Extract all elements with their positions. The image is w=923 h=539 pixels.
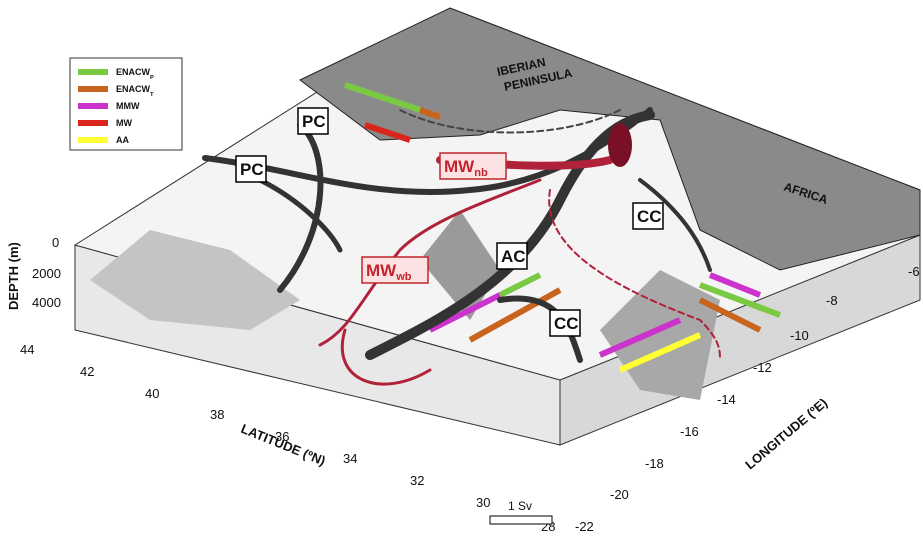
figure: ENACWPENACWTMMWMWAA IBERIANPENINSULAAFRI… [0, 0, 923, 539]
current-label: PC [302, 112, 326, 131]
tick-label: 34 [343, 451, 357, 466]
axis-label: LONGITUDE (ºE) [742, 395, 830, 472]
tick-label: -12 [753, 360, 772, 375]
legend-label-main: ENACW [116, 84, 151, 94]
legend-label-main: MMW [116, 101, 140, 111]
legend-swatch [78, 86, 108, 92]
current-label-main: PC [302, 112, 326, 131]
tick-label: 2000 [32, 266, 61, 281]
legend-label-sub: T [150, 92, 154, 98]
mw-source [608, 123, 632, 167]
tick-label: -14 [717, 392, 736, 407]
tick-label: 30 [476, 495, 490, 510]
tick-label: -22 [575, 519, 594, 534]
legend-label: MW [116, 118, 132, 128]
tick-label: -10 [790, 328, 809, 343]
axis-label: DEPTH (m) [6, 242, 21, 310]
tick-label: 0 [52, 235, 59, 250]
legend-swatch [78, 69, 108, 75]
legend-label-main: MW [116, 118, 132, 128]
current-label-sub: nb [474, 167, 488, 179]
current-label: CC [637, 207, 662, 226]
current-label: AC [501, 247, 526, 266]
axis-label: LATITUDE (ºN) [239, 421, 328, 469]
current-label-main: MW [444, 157, 475, 176]
legend-label-main: ENACW [116, 67, 151, 77]
tick-label: 32 [410, 473, 424, 488]
scale-label: 1 Sv [508, 499, 532, 513]
tick-label: -8 [826, 293, 838, 308]
current-label-main: CC [637, 207, 662, 226]
current-label-main: CC [554, 314, 579, 333]
current-label-main: MW [366, 261, 397, 280]
current-label-main: AC [501, 247, 526, 266]
current-label-sub: wb [395, 271, 412, 283]
legend-swatch [78, 120, 108, 126]
legend-swatch [78, 103, 108, 109]
tick-label: 42 [80, 364, 94, 379]
tick-label: 4000 [32, 295, 61, 310]
current-label-main: PC [240, 160, 264, 179]
scale-bar [490, 516, 552, 524]
current-label: PC [240, 160, 264, 179]
tick-label: -20 [610, 487, 629, 502]
tick-label: 38 [210, 407, 224, 422]
legend-label: AA [116, 135, 129, 145]
legend-label: MMW [116, 101, 140, 111]
legend-label-sub: P [150, 75, 154, 81]
tick-label: -18 [645, 456, 664, 471]
tick-label: 40 [145, 386, 159, 401]
tick-label: 44 [20, 342, 34, 357]
legend-swatch [78, 137, 108, 143]
tick-label: -16 [680, 424, 699, 439]
tick-label: -6 [908, 264, 920, 279]
legend-label-main: AA [116, 135, 129, 145]
current-label: CC [554, 314, 579, 333]
